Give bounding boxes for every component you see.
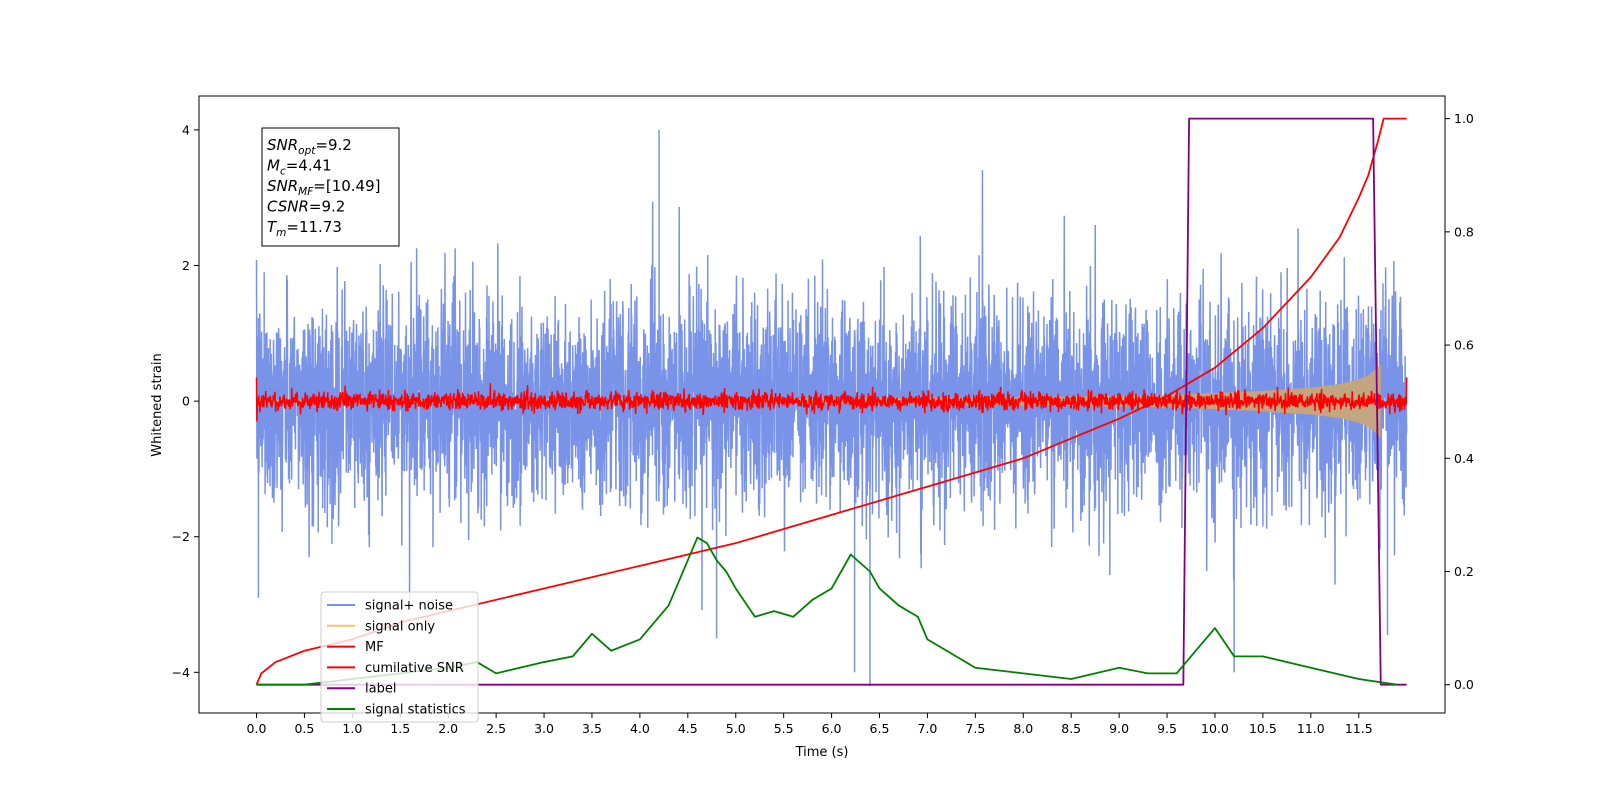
series-label-line xyxy=(256,117,1407,686)
x-tick-label: 3.5 xyxy=(582,721,602,736)
x-tick-label: 2.5 xyxy=(486,721,506,736)
x-tick-label: 10.5 xyxy=(1249,721,1277,736)
y-tick-label: −4 xyxy=(172,665,190,680)
y-right-tick-label: 0.8 xyxy=(1454,224,1474,239)
y-tick-label: −2 xyxy=(172,529,190,544)
x-tick-label: 4.5 xyxy=(678,721,698,736)
legend: signal+ noise signal only MF cumilative SNR… xyxy=(320,591,479,723)
y-right-tick-label: 1.0 xyxy=(1454,111,1474,126)
x-axis-title: Time (s) xyxy=(795,745,849,760)
annotation-line: SNRMF=[10.49] xyxy=(267,177,381,198)
legend-entry: cumilative SNR xyxy=(365,661,464,676)
x-tick-label: 9.5 xyxy=(1157,721,1177,736)
y-right-tick-label: 0.4 xyxy=(1454,451,1474,466)
y-axis-title: Whitened strain xyxy=(150,353,165,456)
x-tick-label: 4.0 xyxy=(630,721,650,736)
y-tick-label: 0 xyxy=(182,394,190,409)
annotation-line: Mc=4.41 xyxy=(267,157,332,178)
x-tick-label: 5.0 xyxy=(726,721,746,736)
x-tick-label: 1.0 xyxy=(342,721,362,736)
legend-entry: MF xyxy=(365,640,384,655)
series-signal-statistics-line xyxy=(256,536,1398,686)
x-tick-label: 7.5 xyxy=(965,721,985,736)
annotation-line: CSNR=9.2 xyxy=(267,198,345,216)
x-tick-label: 0.5 xyxy=(294,721,314,736)
x-tick-label: 9.0 xyxy=(1109,721,1129,736)
y-right-tick-label: 0.2 xyxy=(1454,564,1474,579)
series-signal-noise-line xyxy=(255,170,1408,611)
x-tick-label: 11.5 xyxy=(1345,721,1373,736)
legend-entry: signal+ noise xyxy=(365,599,453,614)
x-tick-label: 6.5 xyxy=(870,721,890,736)
annotation-frame xyxy=(261,127,400,247)
x-tick-label: 0.0 xyxy=(247,721,267,736)
annotation-line: Tm=11.73 xyxy=(267,218,342,239)
x-tick-label: 8.5 xyxy=(1061,721,1081,736)
x-tick-label: 7.0 xyxy=(917,721,937,736)
legend-entry: signal only xyxy=(365,619,435,634)
legend-entry: label xyxy=(365,682,396,697)
y-right-tick-label: 0.6 xyxy=(1454,338,1474,353)
series-mf-line xyxy=(255,377,1408,422)
y-tick-label: 4 xyxy=(182,122,190,137)
plot-frame xyxy=(198,95,1446,714)
x-tick-label: 6.0 xyxy=(822,721,842,736)
y-right-tick-label: 0.0 xyxy=(1454,677,1474,692)
x-tick-label: 11.0 xyxy=(1297,721,1325,736)
x-tick-label: 1.5 xyxy=(390,721,410,736)
legend-frame xyxy=(320,591,479,723)
y-tick-label: 2 xyxy=(182,258,190,273)
x-tick-label: 3.0 xyxy=(534,721,554,736)
annotation-line: SNRopt=9.2 xyxy=(267,136,352,157)
x-tick-label: 2.0 xyxy=(438,721,458,736)
x-tick-label: 8.0 xyxy=(1013,721,1033,736)
legend-entry: signal statistics xyxy=(365,703,466,718)
x-tick-label: 10.0 xyxy=(1201,721,1229,736)
x-tick-label: 5.5 xyxy=(774,721,794,736)
